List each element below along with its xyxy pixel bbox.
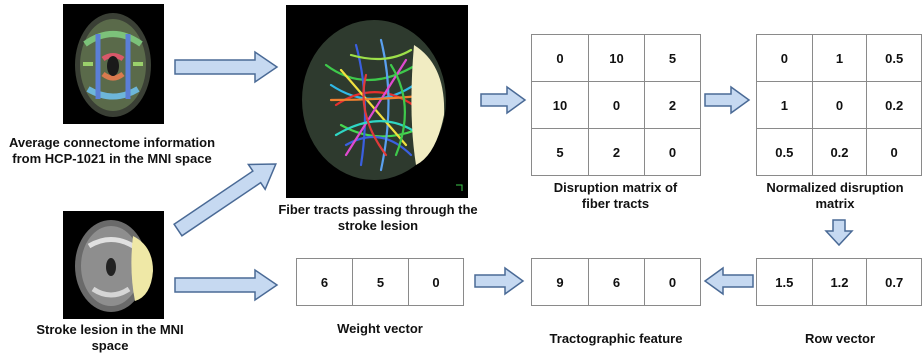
vector-cell: 9 [531, 258, 589, 306]
matrix-cell: 2 [588, 128, 645, 176]
vector-cell: 1.2 [811, 258, 868, 306]
matrix-cell: 0 [756, 34, 813, 82]
vector-cell: 0 [644, 258, 701, 306]
vector-row: 9 6 0 [531, 258, 701, 306]
fiber-tracts-caption: Fiber tracts passing through the stroke … [278, 202, 478, 233]
matrix-cell: 5 [644, 34, 701, 82]
disruption-matrix: 0 10 5 10 0 2 5 2 0 [531, 34, 701, 176]
vector-cell: 1.5 [756, 258, 813, 306]
tractographic-feature-caption: Tractographic feature [549, 331, 683, 346]
matrix-row: 10 0 2 [531, 81, 701, 129]
row-vector-caption: Row vector [804, 331, 876, 346]
row-vector: 1.5 1.2 0.7 [756, 258, 922, 306]
arrow-normalized-to-row [824, 219, 854, 247]
arrow-weight-to-feature [474, 266, 525, 296]
vector-cell: 6 [296, 258, 353, 306]
matrix-cell: 10 [531, 81, 589, 129]
matrix-cell: 0.5 [756, 128, 813, 176]
vector-row: 6 5 0 [296, 258, 464, 306]
disruption-matrix-caption: Disruption matrix of fiber tracts [553, 180, 678, 211]
matrix-cell: 0.2 [866, 81, 922, 129]
weight-vector-caption: Weight vector [337, 321, 423, 336]
stroke-lesion-caption: Stroke lesion in the MNI space [36, 322, 184, 353]
matrix-cell: 0.2 [811, 128, 868, 176]
normalized-matrix-caption: Normalized disruption matrix [766, 180, 904, 211]
matrix-cell: 2 [644, 81, 701, 129]
arrow-connectome-to-tracts [174, 50, 279, 84]
tractographic-feature: 9 6 0 [531, 258, 701, 306]
arrow-row-to-feature [703, 266, 754, 296]
matrix-row: 1 0 0.2 [756, 81, 922, 129]
matrix-row: 0 1 0.5 [756, 34, 922, 82]
normalized-disruption-matrix: 0 1 0.5 1 0 0.2 0.5 0.2 0 [756, 34, 922, 176]
matrix-cell: 0 [644, 128, 701, 176]
matrix-cell: 0 [531, 34, 589, 82]
fiber-tracts-image [286, 5, 468, 198]
weight-vector: 6 5 0 [296, 258, 464, 306]
connectome-brain-image [63, 4, 164, 124]
vector-row: 1.5 1.2 0.7 [756, 258, 922, 306]
matrix-cell: 1 [756, 81, 813, 129]
arrow-tracts-to-disruption [480, 85, 527, 115]
arrow-lesion-to-tracts [173, 163, 277, 237]
matrix-cell: 0 [588, 81, 645, 129]
vector-cell: 6 [588, 258, 645, 306]
arrow-lesion-to-weight [174, 268, 279, 302]
matrix-row: 5 2 0 [531, 128, 701, 176]
stroke-lesion-image [63, 211, 164, 319]
arrow-disruption-to-normalized [704, 85, 751, 115]
matrix-cell: 1 [811, 34, 868, 82]
matrix-cell: 0 [811, 81, 868, 129]
matrix-row: 0 10 5 [531, 34, 701, 82]
matrix-cell: 5 [531, 128, 589, 176]
matrix-cell: 10 [588, 34, 645, 82]
matrix-cell: 0 [866, 128, 922, 176]
vector-cell: 5 [352, 258, 409, 306]
vector-cell: 0.7 [866, 258, 922, 306]
connectome-caption: Average connectome information from HCP-… [8, 135, 216, 166]
matrix-cell: 0.5 [866, 34, 922, 82]
vector-cell: 0 [408, 258, 464, 306]
matrix-row: 0.5 0.2 0 [756, 128, 922, 176]
